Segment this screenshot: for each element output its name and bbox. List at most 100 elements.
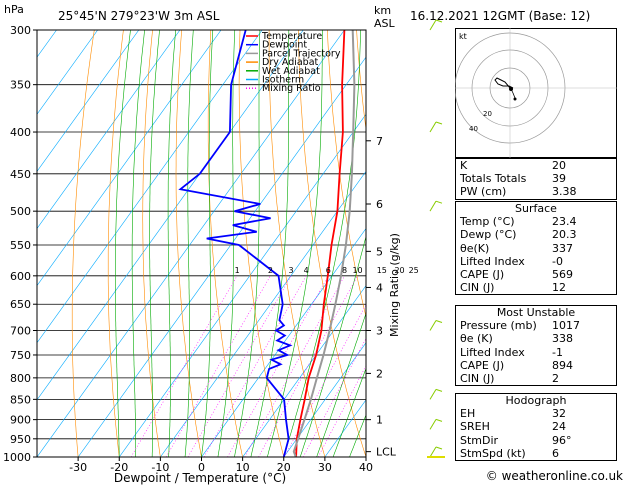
mixing-ratio-label: 2 xyxy=(268,266,273,275)
km-tick-label: 1 xyxy=(376,414,383,427)
mixing-ratio-line xyxy=(187,275,292,457)
hodo-value: 32 xyxy=(552,407,566,421)
km-label: km xyxy=(374,4,391,17)
surface-title: Surface xyxy=(515,202,557,215)
mu-label: Pressure (mb) xyxy=(460,319,537,333)
skewt-axes: 1 2 3 4 6 8 10 15 20 2530035040045050055060065070… xyxy=(3,24,419,474)
dry-adiabat-line xyxy=(356,30,366,132)
mu-label: CAPE (J) xyxy=(460,358,505,372)
surface-value: 569 xyxy=(552,268,573,282)
skewt-grid xyxy=(37,30,366,457)
wind-barb-flag xyxy=(435,418,443,422)
mixing-ratio-label: 8 xyxy=(342,266,347,275)
legend-entry: Isotherm xyxy=(262,75,304,86)
wet-adiabat-line xyxy=(234,30,261,457)
wet-adiabat-line xyxy=(299,235,366,457)
dry-adiabat-line xyxy=(175,30,202,457)
temperature-tick-label: 10 xyxy=(236,461,250,474)
wind-barb-flag xyxy=(435,200,443,204)
location-title: 25°45'N 279°23'W 3m ASL xyxy=(58,9,220,23)
pressure-tick-label: 500 xyxy=(10,205,31,218)
isotherm-line xyxy=(37,30,304,401)
dry-adiabat-line xyxy=(107,30,124,457)
mixing-ratio-label: 3 xyxy=(288,266,293,275)
mixing-ratio-label: 20 xyxy=(394,266,404,275)
mixing-ratio-label: 15 xyxy=(377,266,387,275)
pressure-tick-label: 1000 xyxy=(3,451,31,464)
surface-box: Surface Temp (°C) 23.4 Dewp (°C) 20.3 θe(K… xyxy=(455,201,617,296)
hodo-value: 96° xyxy=(552,433,572,447)
mu-value: 338 xyxy=(552,332,573,346)
wind-barb-flag xyxy=(435,121,443,125)
indices-box: K 20 Totals Totals 39 PW (cm) 3.38 xyxy=(455,158,617,200)
index-label-pw: PW (cm) xyxy=(460,185,507,199)
hodograph-unit-label: kt xyxy=(459,32,467,41)
hodograph: kt 20 40 xyxy=(455,28,617,158)
wet-adiabat-line xyxy=(316,312,366,457)
legend-entry: Dry Adiabat xyxy=(262,57,319,68)
surface-value: 20.3 xyxy=(552,228,577,242)
km-tick-label: 7 xyxy=(376,135,383,148)
pressure-tick-label: 900 xyxy=(10,414,31,427)
wind-barb xyxy=(429,446,437,458)
wind-barb xyxy=(429,200,437,212)
isotherm-line xyxy=(283,342,366,457)
surface-label: Lifted Index xyxy=(460,254,525,268)
surface-label: θe(K) xyxy=(460,241,490,255)
mu-value: 894 xyxy=(552,358,573,372)
km-tick-label: 5 xyxy=(376,245,383,258)
index-label-k: K xyxy=(460,159,468,172)
hodo-label: StmDir xyxy=(460,433,499,447)
wet-adiabat-line xyxy=(332,367,366,457)
wind-barb-flag xyxy=(435,388,443,392)
hodograph-trace xyxy=(494,77,514,89)
pressure-tick-label: 350 xyxy=(10,79,31,92)
legend-entry: Dewpoint xyxy=(262,40,307,51)
wet-adiabat-line xyxy=(201,30,214,457)
index-value-k: 20 xyxy=(552,159,566,172)
mu-value: 1017 xyxy=(552,319,580,333)
index-value-tt: 39 xyxy=(552,172,566,186)
skewt-profiles xyxy=(178,30,356,457)
temperature-tick-label: -20 xyxy=(110,461,128,474)
wind-barb-flag xyxy=(435,19,443,23)
isotherm-line xyxy=(37,30,263,344)
mu-label: CIN (J) xyxy=(460,372,495,386)
isotherm-line xyxy=(37,30,345,457)
hodo-label: SREH xyxy=(460,420,490,434)
asl-label: ASL xyxy=(374,17,396,30)
mixing-ratio-label: 4 xyxy=(304,266,309,275)
wet-adiabat-line xyxy=(250,30,290,457)
index-value-pw: 3.38 xyxy=(552,185,577,199)
dry-adiabat-line xyxy=(71,30,95,457)
index-label-tt: Totals Totals xyxy=(460,172,527,186)
datetime-title: 16.12.2021 12GMT (Base: 12) xyxy=(410,9,590,23)
series-line-temperature xyxy=(295,30,346,457)
legend-entry: Wet Adiabat xyxy=(262,66,320,77)
temperature-tick-label: 20 xyxy=(277,461,291,474)
temperature-tick-label: 40 xyxy=(359,461,373,474)
km-tick-label: 3 xyxy=(376,325,383,338)
temperature-tick-label: -30 xyxy=(69,461,87,474)
mu-label: Lifted Index xyxy=(460,345,525,359)
dry-adiabat-line xyxy=(268,30,326,457)
wet-adiabat-line xyxy=(184,30,194,457)
hodograph-table-title: Hodograph xyxy=(505,394,567,407)
pressure-tick-label: 750 xyxy=(10,349,31,362)
km-tick-label: LCL xyxy=(376,446,397,459)
hodo-value: 6 xyxy=(552,446,559,460)
pressure-tick-label: 450 xyxy=(10,168,31,181)
legend-entry: Temperature xyxy=(261,31,322,42)
pressure-tick-label: 600 xyxy=(10,270,31,283)
surface-value: 23.4 xyxy=(552,215,577,229)
series-line-dewpoint xyxy=(178,30,293,457)
isotherm-line xyxy=(37,30,181,230)
wind-barb-flag xyxy=(435,446,443,450)
surface-value: -0 xyxy=(552,254,563,268)
wind-barb xyxy=(429,19,437,31)
y-axis-label-right: Mixing Ratio (g/kg) xyxy=(388,233,401,337)
hpa-label: hPa xyxy=(4,3,24,16)
surface-value: 12 xyxy=(552,281,566,295)
